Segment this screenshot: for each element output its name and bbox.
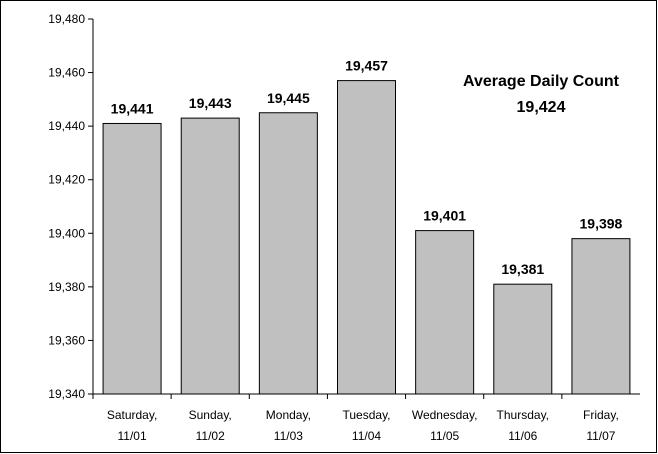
data-label: 19,441 [111,100,154,116]
x-tick-label: Thursday, [497,408,549,422]
x-tick-label: 11/02 [196,429,225,443]
bar [571,238,631,395]
y-tick-label: 19,360 [48,333,85,347]
y-tick-label: 19,460 [48,66,85,80]
x-tick-label: Saturday, [107,408,157,422]
x-tick-label: Tuesday, [342,408,390,422]
bar [415,230,475,395]
bar [180,117,240,395]
x-tick-label: 11/01 [118,429,147,443]
x-tick-label: Wednesday, [412,408,478,422]
x-tick-label: Friday, [583,408,619,422]
x-tick-label: 11/04 [352,429,381,443]
y-tick-label: 19,400 [48,226,85,240]
x-tick-label: 11/06 [508,429,537,443]
data-label: 19,445 [267,90,310,106]
x-axis: Saturday, 11/01 Sunday, 11/02 Monday, 11/03 Tu… [92,393,640,443]
data-label: 19,457 [345,58,388,74]
bars [102,80,631,395]
data-label: 19,398 [580,216,623,232]
bar [102,122,162,395]
annotation-value: 19,424 [517,99,566,116]
x-tick-label: 11/07 [586,429,615,443]
y-tick-label: 19,440 [48,119,85,133]
x-tick-label: Sunday, [189,408,232,422]
x-tick-label: 11/03 [274,429,303,443]
y-axis: 19,340 19,360 19,380 19,400 19,420 19,440 19,4… [48,12,94,401]
annotation-title: Average Daily Count [463,73,620,90]
bar [258,112,318,395]
bar [493,283,553,395]
data-label: 19,381 [501,261,544,277]
y-tick-label: 19,380 [48,280,85,294]
y-tick-label: 19,420 [48,173,85,187]
bar [337,80,396,395]
y-tick-label: 19,340 [48,387,85,401]
data-label: 19,401 [423,208,466,224]
x-tick-label: 11/05 [430,429,459,443]
data-label: 19,443 [189,95,232,111]
x-tick-label: Monday, [266,408,311,422]
data-labels: 19,441 19,443 19,445 19,457 19,401 19,381 19,3… [111,58,623,278]
y-tick-label: 19,480 [48,12,85,26]
